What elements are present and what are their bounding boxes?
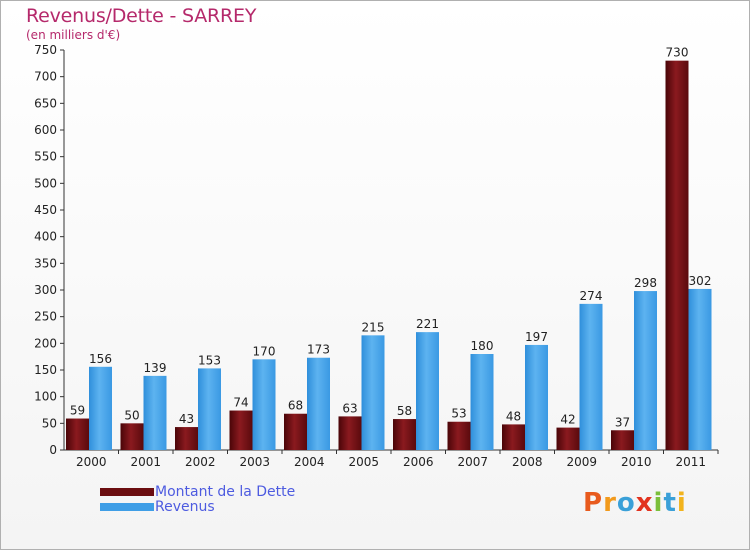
logo-letter: i — [676, 488, 687, 518]
data-label: 215 — [362, 320, 385, 334]
bar-revenus — [416, 332, 439, 450]
data-label: 63 — [342, 401, 357, 415]
chart-title: Revenus/Dette - SARREY — [26, 5, 257, 27]
bar-dette — [229, 410, 253, 450]
data-label: 173 — [307, 343, 330, 357]
y-tick-label: 650 — [34, 96, 57, 110]
bar-dette — [175, 427, 198, 450]
data-label: 68 — [288, 399, 303, 413]
bar-revenus — [361, 335, 385, 450]
data-label: 37 — [615, 415, 630, 429]
bar-dette — [556, 427, 580, 450]
data-labels: 59 50 43 74 68 63 58 53 48 42 37 730 156 139 153 170 173… — [70, 46, 712, 430]
y-tick-label: 700 — [34, 70, 57, 84]
y-tick-label: 200 — [34, 336, 57, 350]
y-tick-label: 50 — [42, 416, 57, 430]
bars — [66, 60, 712, 451]
x-tick-label: 2009 — [566, 455, 597, 469]
logo-letter: i — [653, 488, 664, 518]
bar-revenus — [688, 288, 712, 450]
data-label: 170 — [253, 344, 276, 358]
y-tick-label: 300 — [34, 283, 57, 297]
data-label: 48 — [506, 409, 521, 423]
y-tick-label: 400 — [34, 230, 57, 244]
legend-swatch-debt — [100, 488, 154, 496]
y-tick-label: 100 — [34, 390, 57, 404]
x-tick-label: 2007 — [457, 455, 488, 469]
y-tick-label: 150 — [34, 363, 57, 377]
data-label: 153 — [198, 353, 221, 367]
data-label: 50 — [124, 408, 139, 422]
y-tick-label: 600 — [34, 123, 57, 137]
bar-revenus — [470, 354, 494, 450]
logo-letter: r — [603, 488, 617, 518]
x-tick-label: 2008 — [512, 455, 543, 469]
bar-dette — [284, 413, 307, 450]
y-tick-label: 350 — [34, 256, 57, 270]
y-tick-label: 0 — [49, 443, 57, 457]
y-tick-label: 500 — [34, 176, 57, 190]
bar-dette — [611, 430, 634, 450]
x-tick-label: 2004 — [294, 455, 325, 469]
data-label: 197 — [525, 330, 548, 344]
bar-dette — [338, 416, 362, 450]
data-label: 302 — [689, 274, 712, 288]
bar-revenus — [198, 368, 221, 450]
bar-revenus — [89, 366, 112, 450]
data-label: 43 — [179, 412, 194, 426]
x-tick-label: 2010 — [621, 455, 652, 469]
data-label: 156 — [89, 352, 112, 366]
data-label: 139 — [144, 361, 167, 375]
bar-revenus — [634, 291, 657, 450]
x-tick-label: 2005 — [348, 455, 379, 469]
chart-subtitle: (en milliers d'€) — [26, 28, 121, 42]
data-label: 298 — [634, 276, 657, 290]
logo-letter: t — [663, 488, 677, 518]
bar-revenus — [579, 303, 603, 450]
bar-revenus — [252, 359, 276, 450]
data-label: 74 — [233, 396, 248, 410]
y-tick-label: 750 — [34, 43, 57, 57]
data-label: 58 — [397, 404, 412, 418]
bar-dette — [66, 418, 89, 450]
x-tick-label: 2000 — [76, 455, 107, 469]
bar-dette — [447, 421, 471, 450]
y-tick-label: 450 — [34, 203, 57, 217]
logo-letter: P — [583, 488, 604, 518]
data-label: 730 — [666, 46, 689, 60]
bar-revenus — [307, 357, 330, 450]
x-tick-label: 2003 — [239, 455, 270, 469]
legend-label-debt: Montant de la Dette — [155, 484, 296, 500]
x-tick-label: 2002 — [185, 455, 216, 469]
y-tick-label: 250 — [34, 310, 57, 324]
legend-label-revenus: Revenus — [155, 499, 215, 515]
proxiti-logo: Proxiti — [583, 488, 687, 518]
data-label: 221 — [416, 317, 439, 331]
y-tick-label: 550 — [34, 150, 57, 164]
bar-revenus — [143, 375, 167, 450]
data-label: 53 — [451, 407, 466, 421]
data-label: 180 — [471, 339, 494, 353]
bar-dette — [120, 423, 144, 450]
x-tick-label: 2001 — [130, 455, 161, 469]
data-label: 42 — [560, 413, 575, 427]
bar-dette — [393, 419, 416, 450]
logo-letter: x — [635, 488, 654, 518]
x-tick-label: 2011 — [675, 455, 706, 469]
bar-dette — [502, 424, 525, 450]
legend-swatch-revenus — [100, 503, 154, 511]
data-label: 274 — [580, 289, 603, 303]
logo-letter: o — [616, 488, 636, 518]
axes: 0501001502002503003504004505005506006507… — [34, 43, 719, 469]
bar-dette — [665, 60, 689, 451]
bar-revenus — [525, 344, 548, 450]
data-label: 59 — [70, 404, 85, 418]
x-tick-label: 2006 — [403, 455, 434, 469]
